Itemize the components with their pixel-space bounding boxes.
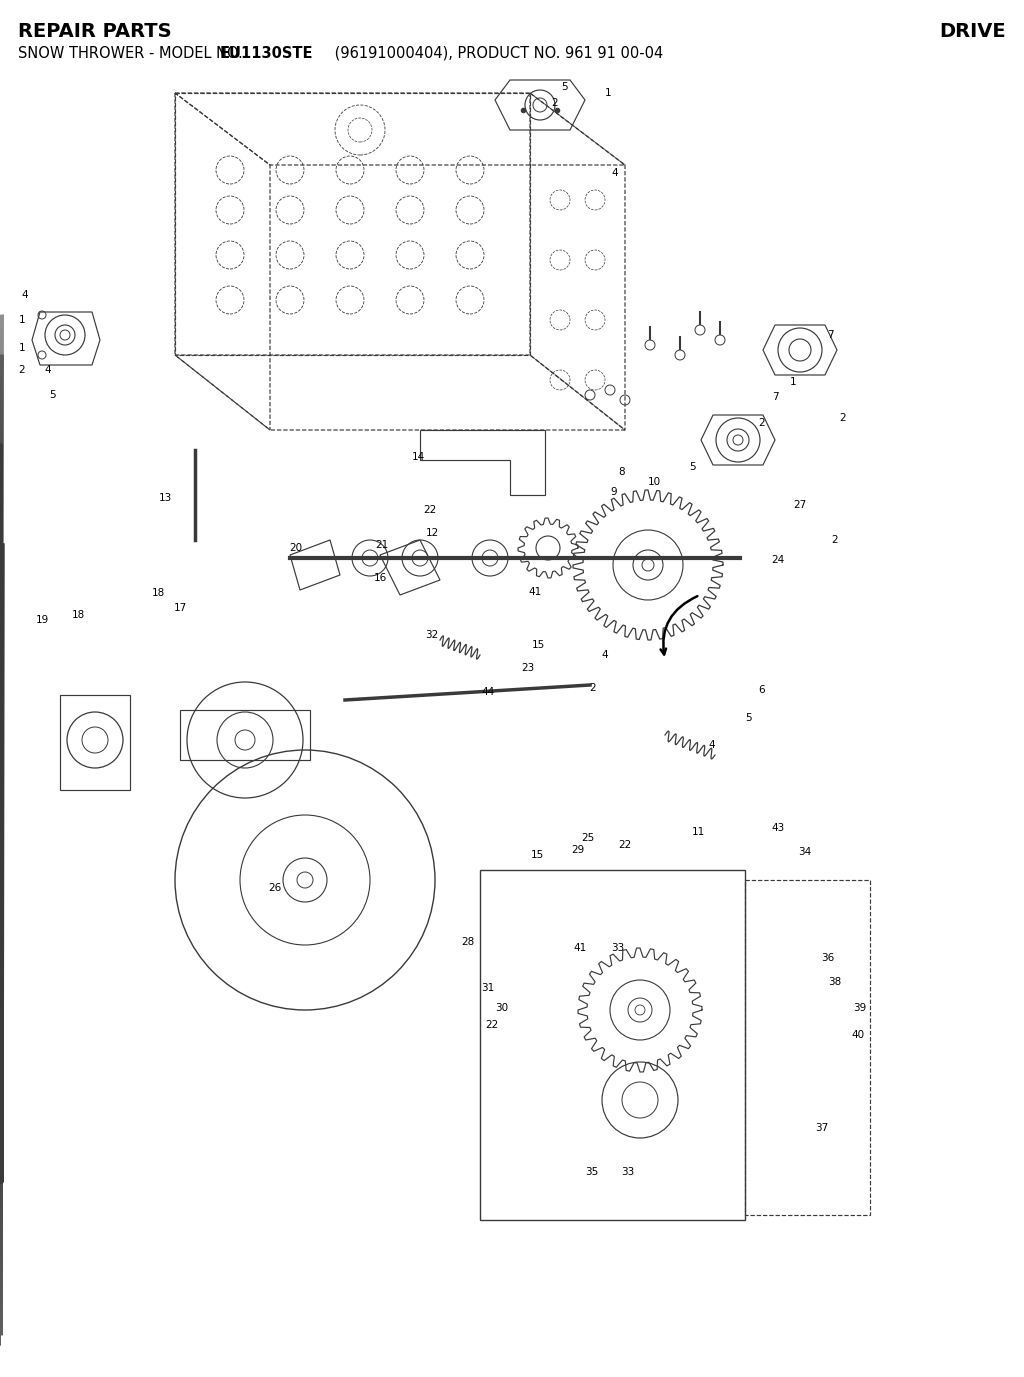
Text: 40: 40	[851, 1030, 864, 1040]
Text: 23: 23	[521, 662, 535, 673]
Text: 22: 22	[423, 505, 436, 515]
Text: 41: 41	[528, 587, 542, 598]
Text: 21: 21	[376, 540, 389, 549]
Text: SNOW THROWER - MODEL NO.: SNOW THROWER - MODEL NO.	[18, 45, 248, 61]
Text: 7: 7	[772, 392, 778, 402]
Text: 26: 26	[268, 883, 282, 894]
Text: 18: 18	[152, 588, 165, 598]
Text: 2: 2	[18, 365, 26, 375]
Text: 5: 5	[562, 83, 568, 92]
Text: 7: 7	[826, 330, 834, 340]
Text: 35: 35	[586, 1166, 599, 1177]
Text: 5: 5	[49, 390, 55, 399]
Text: 4: 4	[45, 365, 51, 375]
Text: 29: 29	[571, 845, 585, 855]
Text: 22: 22	[485, 1020, 499, 1030]
Text: 37: 37	[815, 1124, 828, 1133]
Text: 25: 25	[582, 833, 595, 843]
Text: 20: 20	[290, 543, 302, 554]
Text: 4: 4	[22, 291, 29, 300]
Text: 28: 28	[462, 936, 475, 947]
Text: 2: 2	[840, 413, 846, 423]
Text: 27: 27	[794, 500, 807, 509]
Text: 24: 24	[771, 555, 784, 565]
Text: 34: 34	[799, 847, 812, 856]
Text: 5: 5	[744, 713, 752, 723]
Text: 32: 32	[425, 631, 438, 640]
Text: 17: 17	[173, 603, 186, 613]
Text: 8: 8	[618, 467, 626, 476]
Text: 2: 2	[552, 98, 558, 107]
Text: 38: 38	[828, 978, 842, 987]
Text: 2: 2	[759, 419, 765, 428]
Text: 15: 15	[531, 640, 545, 650]
Text: 1: 1	[605, 88, 611, 98]
Text: 1: 1	[18, 315, 26, 325]
Text: 2: 2	[590, 683, 596, 693]
Text: 43: 43	[771, 823, 784, 833]
Text: 16: 16	[374, 573, 387, 582]
Text: DRIVE: DRIVE	[939, 22, 1006, 41]
Text: 41: 41	[573, 943, 587, 953]
Text: REPAIR PARTS: REPAIR PARTS	[18, 22, 172, 41]
Text: 44: 44	[481, 687, 495, 697]
Text: 19: 19	[36, 616, 48, 625]
Text: 36: 36	[821, 953, 835, 963]
Text: 15: 15	[530, 850, 544, 861]
Text: 6: 6	[759, 684, 765, 695]
Text: 39: 39	[853, 1002, 866, 1013]
Text: 22: 22	[618, 840, 632, 850]
Text: EU1130STE: EU1130STE	[220, 45, 313, 61]
Text: 2: 2	[831, 536, 839, 545]
Text: 14: 14	[412, 452, 425, 463]
Text: 13: 13	[159, 493, 172, 503]
Text: 4: 4	[602, 650, 608, 660]
Text: 31: 31	[481, 983, 495, 993]
Text: 4: 4	[611, 168, 618, 178]
Text: 12: 12	[425, 527, 438, 538]
Text: 10: 10	[647, 476, 660, 487]
Text: 33: 33	[611, 943, 625, 953]
Text: 30: 30	[496, 1002, 509, 1013]
Text: 4: 4	[709, 739, 716, 750]
Text: 18: 18	[72, 610, 85, 620]
Text: (96191000404), PRODUCT NO. 961 91 00-04: (96191000404), PRODUCT NO. 961 91 00-04	[330, 45, 664, 61]
Text: 33: 33	[622, 1166, 635, 1177]
Text: 1: 1	[18, 343, 26, 353]
Text: 11: 11	[691, 828, 705, 837]
Text: 9: 9	[610, 487, 617, 497]
Text: 5: 5	[689, 463, 695, 472]
Text: 1: 1	[790, 377, 797, 387]
